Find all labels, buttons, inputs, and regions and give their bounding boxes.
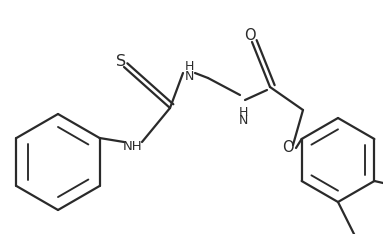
Text: NH: NH <box>123 140 143 154</box>
Text: S: S <box>116 55 126 69</box>
Text: O: O <box>244 29 256 44</box>
Text: O: O <box>282 140 294 156</box>
Text: H: H <box>184 59 194 73</box>
Text: H: H <box>238 106 248 120</box>
Text: N: N <box>184 69 194 83</box>
Text: N: N <box>238 114 248 128</box>
